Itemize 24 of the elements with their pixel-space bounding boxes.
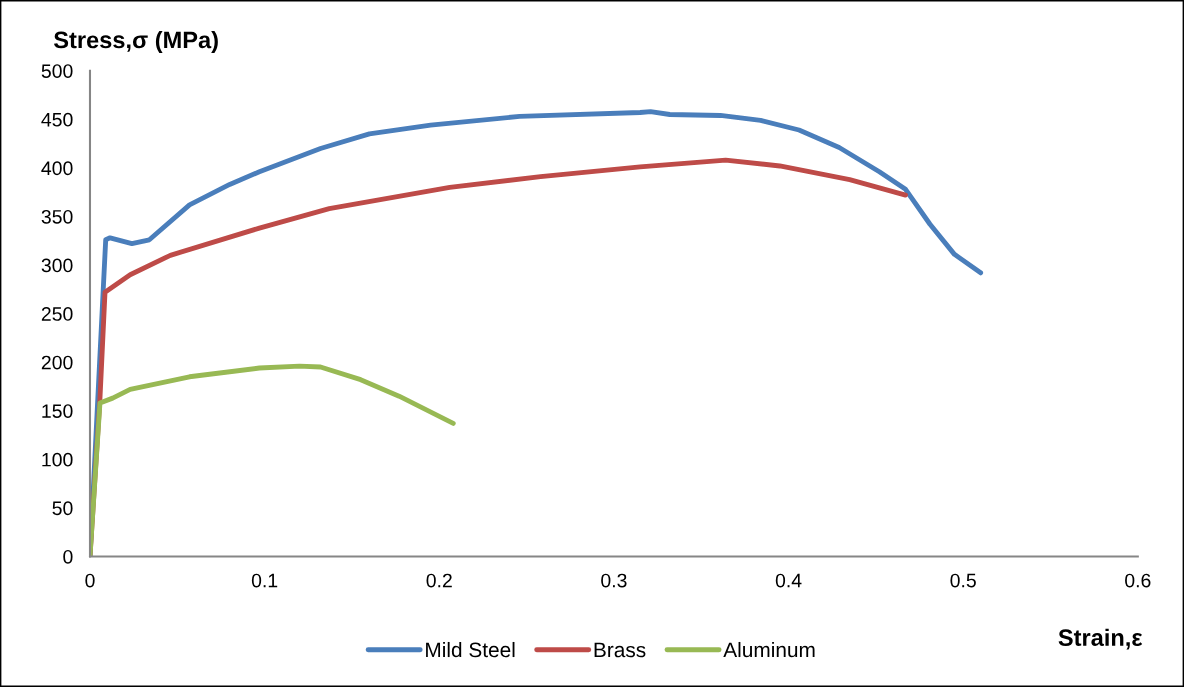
x-tick-label: 0.4 (775, 573, 802, 588)
x-tick-label: 0.2 (426, 573, 452, 588)
y-tick-label: 150 (42, 404, 73, 418)
x-tick-label: 0.6 (1125, 573, 1151, 588)
x-axis-title: Strain,ε (1058, 628, 1143, 650)
y-tick-label: 350 (41, 209, 73, 224)
y-tick-label: 400 (41, 161, 73, 176)
x-tick-label: 0.1 (251, 573, 278, 588)
x-tick-label: 0 (85, 573, 95, 588)
y-tick-label: 200 (41, 355, 73, 370)
legend-label: Mild Steel (426, 641, 515, 658)
y-tick-label: 450 (41, 112, 73, 127)
line-series (89, 363, 456, 557)
y-axis-title: Stress,σ (MPa) (53, 30, 218, 53)
y-tick-label: 250 (41, 307, 73, 321)
x-tick-label: 0.5 (950, 573, 976, 588)
y-tick-label: 500 (41, 64, 73, 78)
x-tick-label: 0.3 (601, 573, 627, 588)
legend-label: Brass (594, 642, 646, 658)
y-tick-label: 100 (42, 452, 73, 467)
legend-label: Aluminum (723, 641, 815, 658)
y-tick-label: 0 (63, 549, 73, 564)
y-tick-label: 50 (52, 501, 73, 516)
y-tick-label: 300 (41, 258, 73, 273)
